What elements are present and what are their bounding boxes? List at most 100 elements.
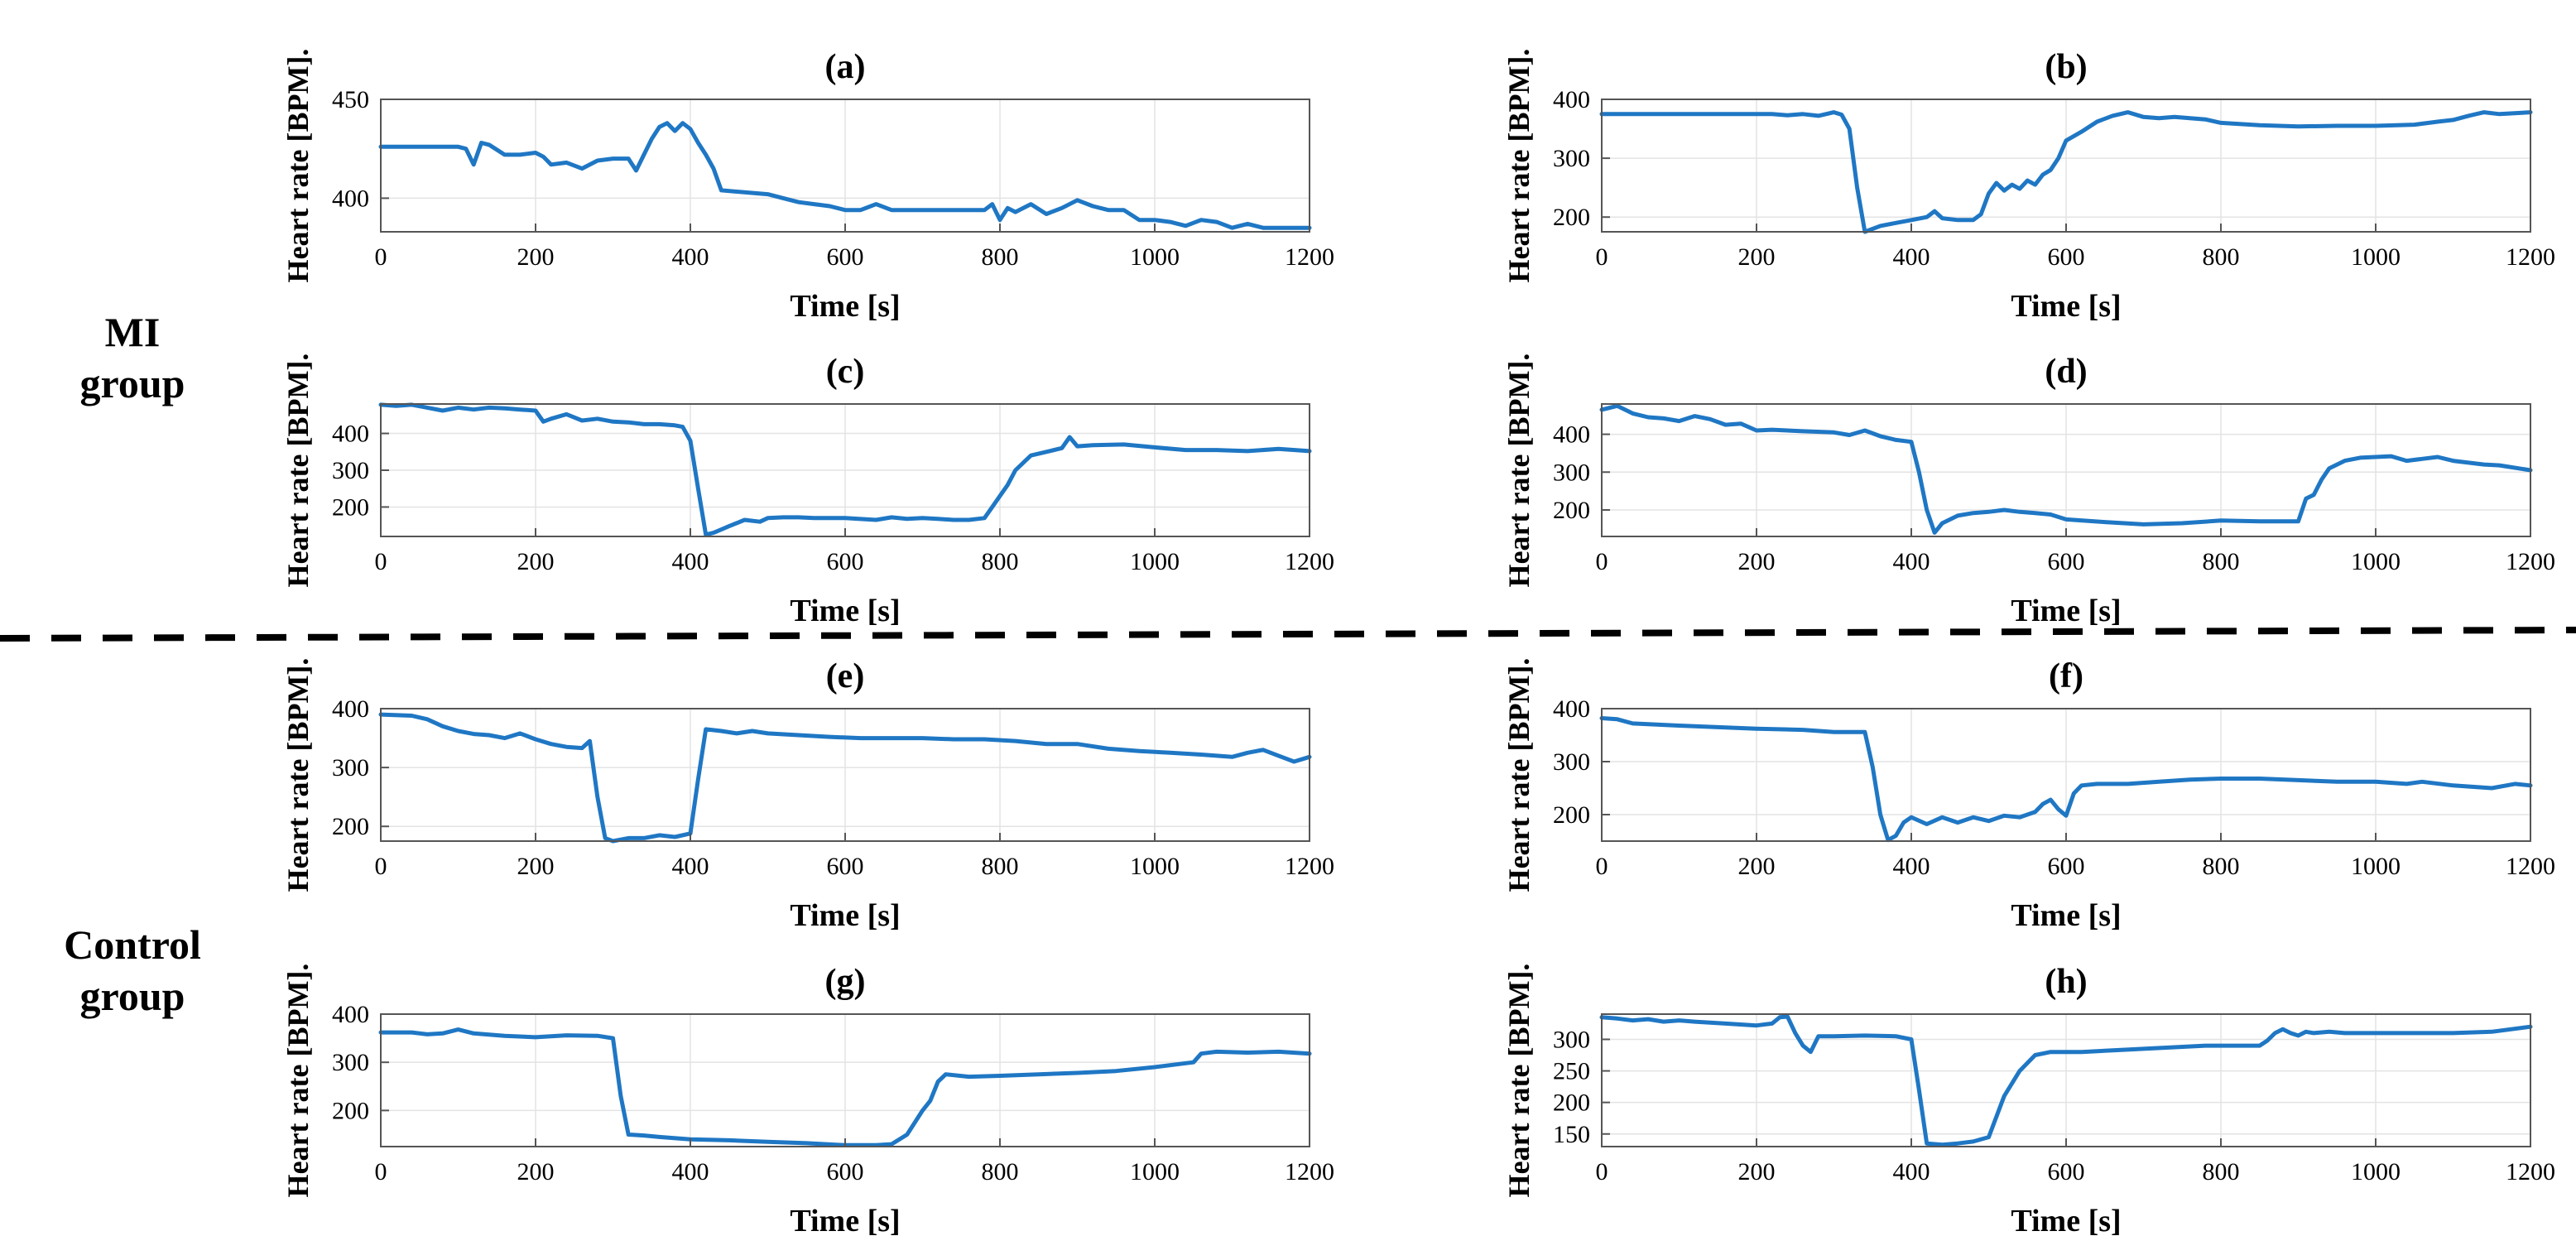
chart-f-series-0-line bbox=[1599, 716, 2533, 843]
chart-e-y-tick-label: 400 bbox=[332, 695, 369, 723]
chart-g-y-tick-label: 200 bbox=[332, 1097, 369, 1124]
chart-d-y-tick-label: 300 bbox=[1553, 459, 1590, 486]
chart-f-x-tick-label: 400 bbox=[1893, 853, 1930, 880]
chart-g-x-tick-label: 1200 bbox=[1285, 1158, 1334, 1185]
chart-g-x-axis-label: Time [s] bbox=[790, 1204, 900, 1238]
chart-d-y-axis-label: Heart rate [BPM]. bbox=[1502, 353, 1536, 588]
chart-e-x-tick-label: 600 bbox=[827, 853, 864, 880]
chart-e-x-tick-label: 1200 bbox=[1285, 853, 1334, 880]
chart-h-x-tick-label: 800 bbox=[2203, 1158, 2240, 1185]
chart-f-x-tick-label: 1000 bbox=[2351, 853, 2401, 880]
chart-f-x-tick-label: 1200 bbox=[2506, 853, 2555, 880]
chart-h-y-tick-label: 250 bbox=[1553, 1058, 1590, 1085]
chart-e-x-tick-label: 0 bbox=[375, 853, 387, 880]
chart-c-x-tick-label: 1000 bbox=[1130, 548, 1180, 575]
chart-a-series-0-line bbox=[378, 121, 1312, 230]
chart-d-x-tick-label: 800 bbox=[2203, 548, 2240, 575]
chart-b-x-tick-label: 0 bbox=[1596, 243, 1608, 271]
chart-h-x-tick-label: 0 bbox=[1596, 1158, 1608, 1185]
chart-c-x-tick-label: 1200 bbox=[1285, 548, 1334, 575]
chart-b-x-tick-label: 1000 bbox=[2351, 243, 2401, 271]
chart-f-x-tick-label: 600 bbox=[2048, 853, 2085, 880]
chart-c-y-axis-label: Heart rate [BPM]. bbox=[281, 353, 315, 588]
chart-c-x-tick-label: 600 bbox=[827, 548, 864, 575]
chart-b-y-tick-label: 300 bbox=[1553, 145, 1590, 172]
chart-h-y-tick-label: 150 bbox=[1553, 1121, 1590, 1148]
chart-a-y-tick-label: 450 bbox=[332, 86, 369, 113]
chart-d-y-tick-label: 400 bbox=[1553, 421, 1590, 449]
chart-b-x-axis-label: Time [s] bbox=[2011, 289, 2121, 324]
chart-d-x-tick-label: 200 bbox=[1738, 548, 1776, 575]
chart-a-x-axis-label: Time [s] bbox=[790, 289, 900, 324]
chart-b-y-tick-label: 400 bbox=[1553, 86, 1590, 113]
chart-g-x-tick-label: 800 bbox=[982, 1158, 1019, 1185]
chart-f-x-tick-label: 800 bbox=[2203, 853, 2240, 880]
chart-b-y-tick-label: 200 bbox=[1553, 204, 1590, 231]
chart-g-series-0-line bbox=[378, 1027, 1312, 1147]
chart-c-y-tick-label: 200 bbox=[332, 493, 369, 521]
chart-a-x-tick-label: 1000 bbox=[1130, 243, 1180, 271]
chart-h-y-tick-label: 300 bbox=[1553, 1026, 1590, 1053]
chart-d-y-tick-label: 200 bbox=[1553, 497, 1590, 524]
chart-f-x-axis-label: Time [s] bbox=[2011, 898, 2121, 933]
chart-b-series-0-line bbox=[1599, 110, 2533, 234]
chart-h-x-tick-label: 400 bbox=[1893, 1158, 1930, 1185]
chart-f-y-tick-label: 200 bbox=[1553, 801, 1590, 829]
chart-d-x-tick-label: 0 bbox=[1596, 548, 1608, 575]
chart-g-y-tick-label: 300 bbox=[332, 1049, 369, 1076]
group-divider bbox=[0, 627, 2576, 642]
chart-d-x-axis-label: Time [s] bbox=[2011, 594, 2121, 628]
chart-e-x-tick-label: 200 bbox=[517, 853, 555, 880]
chart-h-title: (h) bbox=[2045, 963, 2087, 1001]
chart-h-series-0-line bbox=[1599, 1014, 2533, 1147]
chart-c-x-axis-label: Time [s] bbox=[790, 594, 900, 628]
chart-b-x-tick-label: 400 bbox=[1893, 243, 1930, 271]
chart-h-x-tick-label: 600 bbox=[2048, 1158, 2085, 1185]
chart-a-x-tick-label: 800 bbox=[982, 243, 1019, 271]
mi-group-label-line1: MI bbox=[104, 309, 161, 355]
chart-f-y-tick-label: 300 bbox=[1553, 748, 1590, 776]
chart-g-title: (g) bbox=[825, 963, 866, 1001]
chart-f-y-axis-label: Heart rate [BPM]. bbox=[1502, 658, 1536, 892]
chart-a-x-tick-label: 400 bbox=[672, 243, 709, 271]
chart-b-x-tick-label: 600 bbox=[2048, 243, 2085, 271]
chart-e-x-tick-label: 400 bbox=[672, 853, 709, 880]
control-group-label-line1: Control bbox=[64, 921, 201, 968]
chart-g-x-tick-label: 1000 bbox=[1130, 1158, 1180, 1185]
chart-e-x-tick-label: 800 bbox=[982, 853, 1019, 880]
chart-g-x-tick-label: 0 bbox=[375, 1158, 387, 1185]
chart-e-y-axis-label: Heart rate [BPM]. bbox=[281, 658, 315, 892]
chart-a-title: (a) bbox=[825, 48, 866, 86]
chart-d-x-tick-label: 1200 bbox=[2506, 548, 2555, 575]
chart-f-y-tick-label: 400 bbox=[1553, 695, 1590, 723]
chart-c-x-tick-label: 0 bbox=[375, 548, 387, 575]
control-group-label: Control group bbox=[25, 919, 240, 1022]
chart-g-y-tick-label: 400 bbox=[332, 1001, 369, 1028]
chart-g-x-tick-label: 600 bbox=[827, 1158, 864, 1185]
chart-h-x-axis-label: Time [s] bbox=[2011, 1204, 2121, 1238]
chart-c-x-tick-label: 800 bbox=[982, 548, 1019, 575]
mi-group-label-line2: group bbox=[79, 360, 185, 406]
chart-d-title: (d) bbox=[2045, 353, 2087, 391]
chart-e-title: (e) bbox=[826, 657, 865, 695]
chart-e-x-axis-label: Time [s] bbox=[790, 898, 900, 933]
chart-h-y-axis-label: Heart rate [BPM]. bbox=[1502, 964, 1536, 1198]
chart-c-y-tick-label: 300 bbox=[332, 457, 369, 484]
chart-c-series-0-line bbox=[378, 402, 1312, 537]
chart-d-x-tick-label: 400 bbox=[1893, 548, 1930, 575]
chart-e-x-tick-label: 1000 bbox=[1130, 853, 1180, 880]
chart-a-y-tick-label: 400 bbox=[332, 185, 369, 212]
chart-e-y-tick-label: 300 bbox=[332, 754, 369, 781]
chart-a-y-axis-label: Heart rate [BPM]. bbox=[281, 49, 315, 283]
chart-b-x-tick-label: 800 bbox=[2203, 243, 2240, 271]
chart-e-series-0-line bbox=[378, 712, 1312, 844]
chart-b-title: (b) bbox=[2045, 48, 2087, 86]
chart-f-x-tick-label: 0 bbox=[1596, 853, 1608, 880]
mi-group-label: MI group bbox=[25, 306, 240, 409]
chart-d-x-tick-label: 600 bbox=[2048, 548, 2085, 575]
chart-h-x-tick-label: 200 bbox=[1738, 1158, 1776, 1185]
chart-c-x-tick-label: 200 bbox=[517, 548, 555, 575]
chart-e-y-tick-label: 200 bbox=[332, 813, 369, 840]
